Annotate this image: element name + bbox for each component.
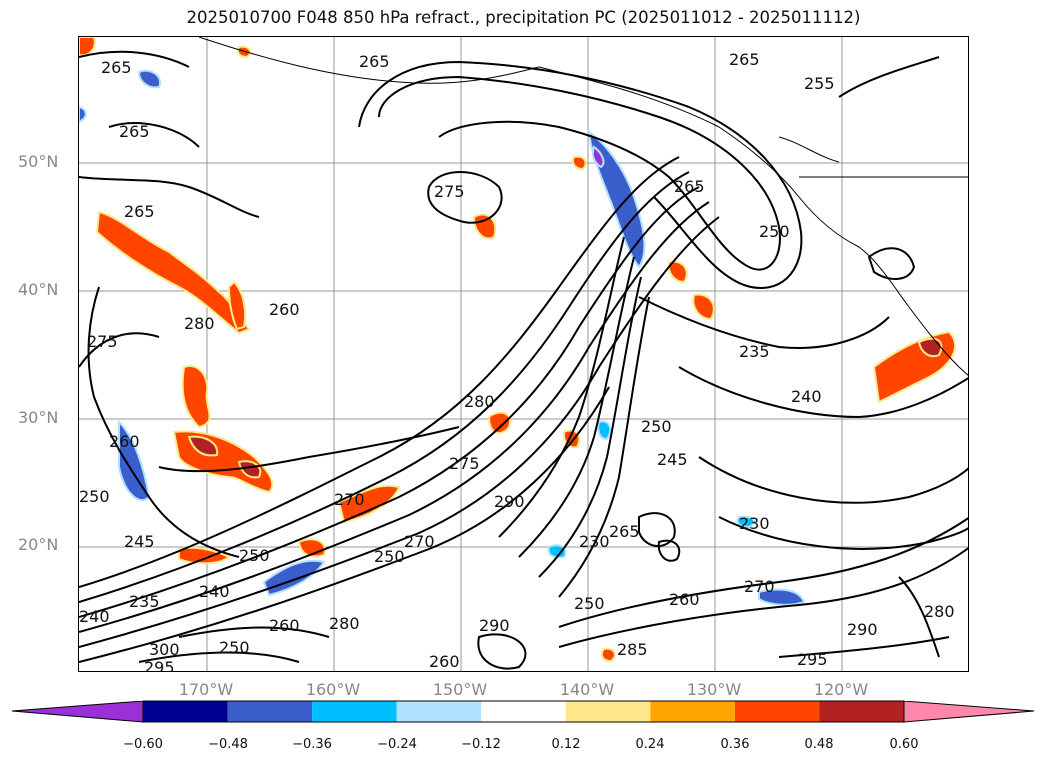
contour-label: 290 bbox=[494, 492, 525, 511]
contour-label: 270 bbox=[404, 532, 435, 551]
colorbar-tick: −0.48 bbox=[208, 737, 248, 752]
contour-label: 265 bbox=[101, 58, 132, 77]
longitude-label: 150°W bbox=[432, 680, 488, 699]
contour-label: 270 bbox=[744, 577, 775, 596]
contour-label: 245 bbox=[124, 532, 155, 551]
contour-label: 275 bbox=[449, 454, 480, 473]
contour-label: 250 bbox=[641, 417, 672, 436]
longitude-label: 170°W bbox=[178, 680, 234, 699]
refractivity-contours bbox=[79, 50, 968, 670]
contour-label: 270 bbox=[334, 490, 365, 509]
coastlines bbox=[198, 37, 968, 376]
contour-label: 250 bbox=[219, 638, 250, 657]
contour-label: 230 bbox=[739, 514, 770, 533]
contour-label: 280 bbox=[924, 602, 955, 621]
contour-label: 260 bbox=[109, 432, 140, 451]
contour-label: 250 bbox=[759, 222, 790, 241]
contour-label: 275 bbox=[87, 332, 118, 351]
contour-label: 280 bbox=[329, 614, 360, 633]
latitude-label: 40°N bbox=[18, 280, 59, 299]
precip-positive-shading bbox=[79, 37, 956, 663]
contour-label: 250 bbox=[239, 546, 270, 565]
contour-label: 265 bbox=[119, 122, 150, 141]
contour-label: 290 bbox=[479, 616, 510, 635]
contour-label: 295 bbox=[797, 650, 828, 669]
colorbar bbox=[11, 700, 1035, 723]
contour-label: 280 bbox=[464, 392, 495, 411]
colorbar-tick: −0.24 bbox=[377, 737, 417, 752]
contour-label: 300 bbox=[149, 640, 180, 659]
colorbar-swatch bbox=[143, 701, 228, 722]
colorbar-tick: −0.60 bbox=[123, 737, 163, 752]
longitude-label: 120°W bbox=[813, 680, 869, 699]
contour-label: 260 bbox=[429, 652, 460, 671]
colorbar-tick: 0.24 bbox=[635, 737, 665, 752]
longitude-label: 140°W bbox=[559, 680, 615, 699]
contour-label: 245 bbox=[657, 450, 688, 469]
colorbar-swatch bbox=[904, 701, 1034, 722]
colorbar-tick: 0.60 bbox=[889, 737, 919, 752]
colorbar-outline bbox=[11, 700, 1035, 723]
contour-label: 260 bbox=[269, 616, 300, 635]
colorbar-swatch bbox=[650, 701, 735, 722]
contour-labels: 265 265 265 265 265 255 265 275 250 235 … bbox=[79, 50, 955, 672]
latitude-label: 30°N bbox=[18, 408, 59, 427]
contour-label: 265 bbox=[359, 52, 390, 71]
contour-label: 240 bbox=[79, 607, 110, 626]
contour-label: 250 bbox=[574, 594, 605, 613]
contour-label: 290 bbox=[847, 620, 878, 639]
contour-label: 280 bbox=[184, 314, 215, 333]
colorbar-swatch bbox=[565, 701, 651, 722]
colorbar-swatches bbox=[12, 701, 1034, 722]
colorbar-swatch bbox=[396, 701, 482, 722]
graticule bbox=[79, 37, 968, 671]
colorbar-tick: −0.36 bbox=[292, 737, 332, 752]
contour-label: 265 bbox=[124, 202, 155, 221]
contour-label: 235 bbox=[739, 342, 770, 361]
contour-label: 275 bbox=[434, 182, 465, 201]
colorbar-swatch bbox=[481, 701, 566, 722]
contour-label: 250 bbox=[374, 547, 405, 566]
map-canvas: 265 265 265 265 265 255 265 275 250 235 … bbox=[79, 37, 968, 672]
contour-label: 240 bbox=[791, 387, 822, 406]
contour-label: 250 bbox=[79, 487, 110, 506]
colorbar-swatch bbox=[312, 701, 397, 722]
colorbar-tick: 0.48 bbox=[804, 737, 834, 752]
colorbar-swatch bbox=[819, 701, 904, 722]
longitude-label: 160°W bbox=[305, 680, 361, 699]
contour-label: 255 bbox=[804, 74, 835, 93]
colorbar-tick: 0.36 bbox=[720, 737, 750, 752]
contour-label: 265 bbox=[609, 522, 640, 541]
map-title: 2025010700 F048 850 hPa refract., precip… bbox=[186, 8, 861, 27]
contour-label: 230 bbox=[579, 532, 610, 551]
contour-label: 265 bbox=[729, 50, 760, 69]
colorbar-tick: −0.12 bbox=[461, 737, 501, 752]
colorbar-swatch bbox=[734, 701, 820, 722]
colorbar-swatch bbox=[12, 701, 143, 722]
contour-label: 260 bbox=[269, 300, 300, 319]
map-panel: 265 265 265 265 265 255 265 275 250 235 … bbox=[78, 36, 969, 672]
colorbar-tick: 0.12 bbox=[551, 737, 581, 752]
contour-label: 240 bbox=[199, 582, 230, 601]
contour-label: 265 bbox=[674, 177, 705, 196]
contour-label: 295 bbox=[144, 658, 175, 672]
contour-label: 285 bbox=[617, 640, 648, 659]
contour-label: 235 bbox=[129, 592, 160, 611]
latitude-label: 50°N bbox=[18, 152, 59, 171]
contour-label: 260 bbox=[669, 590, 700, 609]
longitude-label: 130°W bbox=[686, 680, 742, 699]
colorbar-swatch bbox=[227, 701, 313, 722]
latitude-label: 20°N bbox=[18, 535, 59, 554]
precip-negative-shading bbox=[79, 69, 806, 606]
